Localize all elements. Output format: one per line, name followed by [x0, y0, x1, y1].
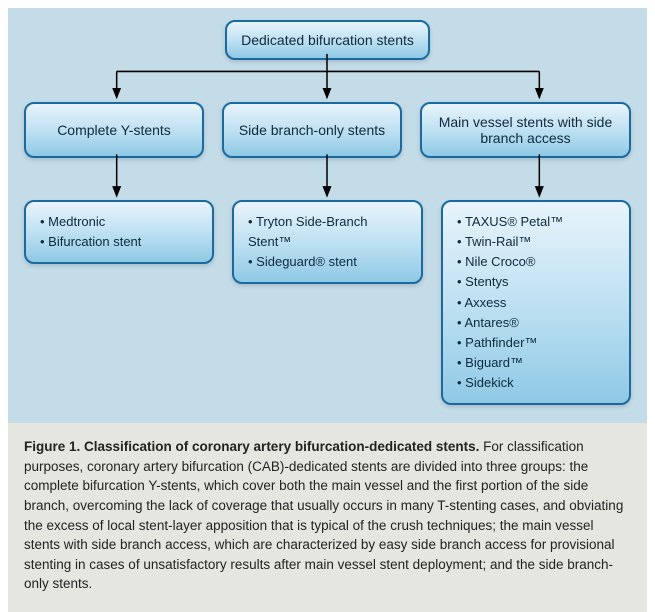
- items-node-2: TAXUS® Petal™ Twin-Rail™ Nile Croco® Ste…: [441, 200, 631, 405]
- list-item: Sideguard® stent: [248, 252, 407, 272]
- branch-label: Main vessel stents with side branch acce…: [436, 114, 615, 146]
- items-list: TAXUS® Petal™ Twin-Rail™ Nile Croco® Ste…: [457, 212, 563, 393]
- branch-label: Complete Y-stents: [57, 122, 171, 138]
- caption-body: For classification purposes, coronary ar…: [24, 439, 623, 591]
- list-item: Nile Croco®: [457, 252, 563, 272]
- figure-caption: Figure 1. Classification of coronary art…: [8, 423, 647, 612]
- branch-label: Side branch-only stents: [239, 122, 385, 138]
- list-item: TAXUS® Petal™: [457, 212, 563, 232]
- root-node: Dedicated bifurcation stents: [225, 20, 430, 60]
- items-node-1: Tryton Side-Branch Stent™ Sideguard® ste…: [232, 200, 423, 284]
- branch-node-0: Complete Y-stents: [24, 102, 204, 158]
- root-label: Dedicated bifurcation stents: [241, 32, 414, 48]
- branch-node-2: Main vessel stents with side branch acce…: [420, 102, 631, 158]
- list-item: Tryton Side-Branch Stent™: [248, 212, 407, 252]
- list-item: Stentys: [457, 272, 563, 292]
- list-item: Medtronic: [40, 212, 141, 232]
- list-item: Bifurcation stent: [40, 232, 141, 252]
- list-item: Sidekick: [457, 373, 563, 393]
- items-list: Medtronic Bifurcation stent: [40, 212, 141, 252]
- caption-title: Figure 1. Classification of coronary art…: [24, 439, 479, 454]
- items-node-0: Medtronic Bifurcation stent: [24, 200, 214, 264]
- items-list: Tryton Side-Branch Stent™ Sideguard® ste…: [248, 212, 407, 272]
- list-item: Axxess: [457, 293, 563, 313]
- list-item: Antares®: [457, 313, 563, 333]
- list-item: Biguard™: [457, 353, 563, 373]
- list-item: Pathfinder™: [457, 333, 563, 353]
- list-item: Twin-Rail™: [457, 232, 563, 252]
- branch-node-1: Side branch-only stents: [222, 102, 402, 158]
- diagram-area: Dedicated bifurcation stents Complete Y-…: [8, 8, 647, 423]
